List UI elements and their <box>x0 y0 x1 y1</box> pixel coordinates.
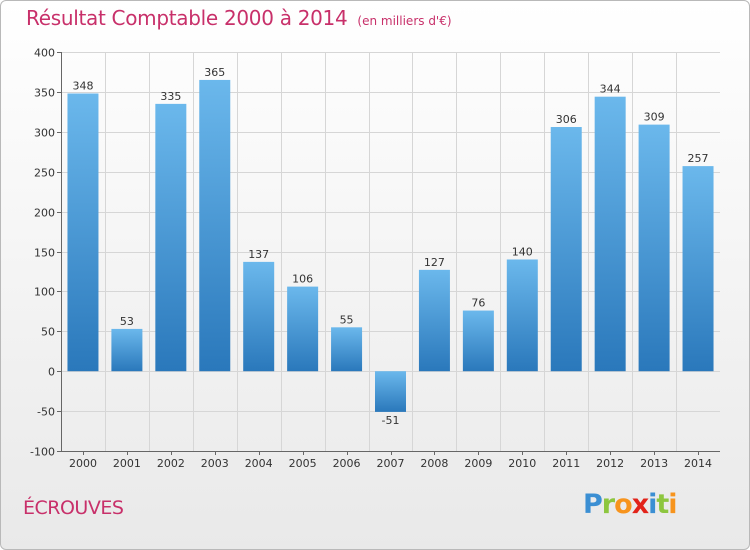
y-tick-label: 250 <box>34 167 55 180</box>
x-tick-label-2012: 2012 <box>596 457 624 470</box>
y-tick-label: 100 <box>34 286 55 299</box>
y-tick-label: 0 <box>48 366 55 379</box>
x-tick-label-2004: 2004 <box>245 457 273 470</box>
y-tick-label: 400 <box>34 47 55 60</box>
x-tick-label-2006: 2006 <box>333 457 361 470</box>
data-label-2009: 76 <box>471 297 485 310</box>
commune-name: ÉCROUVES <box>23 497 124 519</box>
logo-letter: i <box>648 489 657 520</box>
chart-title: Résultat Comptable 2000 à 2014 <box>26 6 348 30</box>
bar-2013 <box>638 124 670 372</box>
x-tick-label-2003: 2003 <box>201 457 229 470</box>
logo-letter: o <box>614 489 633 520</box>
logo-letter: x <box>631 489 649 520</box>
y-tick-label: -100 <box>30 446 55 459</box>
x-tick-label-2002: 2002 <box>157 457 185 470</box>
data-label-2005: 106 <box>292 273 313 286</box>
y-tick-label: -50 <box>37 406 55 419</box>
bars: 348 53 335 365 137 106 55 -51 127 76 140 306 344 309 2… <box>67 66 714 427</box>
data-label-2006: 55 <box>340 313 354 326</box>
bar-2012 <box>594 96 626 372</box>
data-label-2014: 257 <box>688 152 709 165</box>
bar-2002 <box>155 103 187 372</box>
x-tick-label-2011: 2011 <box>552 457 580 470</box>
data-label-2000: 348 <box>72 79 93 92</box>
bar-2000 <box>67 93 99 372</box>
bar-2001 <box>111 328 143 372</box>
data-label-2003: 365 <box>204 66 225 79</box>
y-tick-label: 150 <box>34 247 55 260</box>
x-tick-label-2014: 2014 <box>684 457 712 470</box>
x-tick-label-2013: 2013 <box>640 457 668 470</box>
bar-2014 <box>682 166 714 372</box>
x-tick-label-2008: 2008 <box>420 457 448 470</box>
data-label-2007: -51 <box>382 414 400 427</box>
bar-2004 <box>243 261 275 372</box>
x-tick-label-2005: 2005 <box>289 457 317 470</box>
logo-letter: i <box>668 489 677 520</box>
proxiti-logo: Proxiti <box>583 489 678 520</box>
y-tick-label: 350 <box>34 87 55 100</box>
logo-letter: r <box>601 489 615 520</box>
y-tick-label: 50 <box>41 326 55 339</box>
bar-2010 <box>506 259 538 372</box>
x-tick-label-2000: 2000 <box>69 457 97 470</box>
chart-subtitle: (en milliers d'€) <box>357 14 452 28</box>
bar-2003 <box>199 79 231 372</box>
data-label-2012: 344 <box>600 83 621 96</box>
y-tick-label: 300 <box>34 127 55 140</box>
data-label-2002: 335 <box>160 90 181 103</box>
logo-letter: t <box>656 489 669 520</box>
bar-2009 <box>462 310 494 372</box>
x-tick-label-2001: 2001 <box>113 457 141 470</box>
data-label-2001: 53 <box>120 315 134 328</box>
bar-2006 <box>331 327 363 372</box>
bar-2005 <box>287 286 319 372</box>
x-tick-label-2010: 2010 <box>508 457 536 470</box>
data-label-2010: 140 <box>512 245 533 258</box>
bar-2007 <box>375 371 406 412</box>
data-label-2004: 137 <box>248 248 269 261</box>
y-tick-label: 200 <box>34 207 55 220</box>
bar-2011 <box>550 127 582 372</box>
bar-2008 <box>418 269 450 372</box>
data-label-2008: 127 <box>424 256 445 269</box>
x-tick-label-2007: 2007 <box>377 457 405 470</box>
data-label-2011: 306 <box>556 113 577 126</box>
title-row: Résultat Comptable 2000 à 2014 (en millie… <box>26 6 452 30</box>
logo-letter: P <box>583 489 603 520</box>
axes: -100 -50 0 50 100 150 200 250 300 350 400 2000 2001 2… <box>30 47 720 470</box>
x-tick-label-2009: 2009 <box>464 457 492 470</box>
data-label-2013: 309 <box>644 111 665 124</box>
